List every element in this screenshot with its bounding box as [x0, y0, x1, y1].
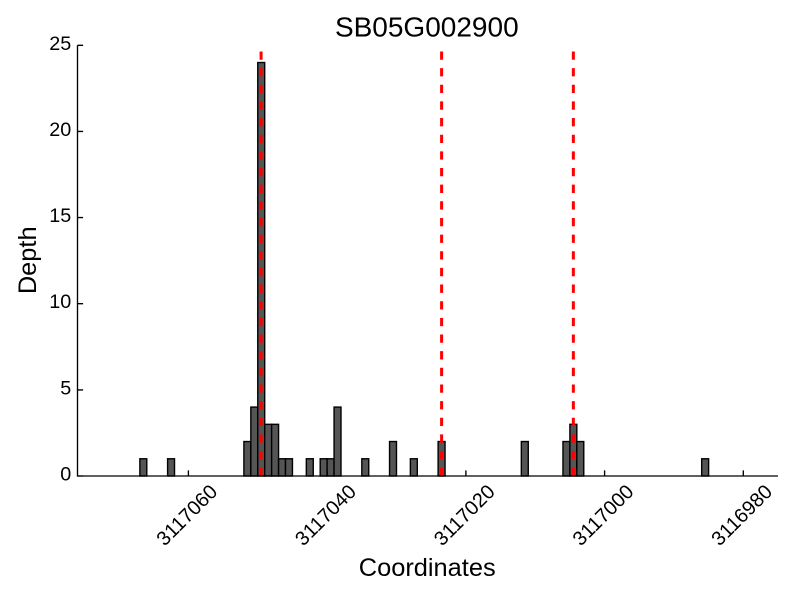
svg-text:Depth: Depth — [14, 226, 42, 294]
svg-text:0: 0 — [60, 464, 71, 486]
svg-text:5: 5 — [60, 378, 71, 400]
svg-text:Coordinates: Coordinates — [359, 554, 496, 582]
svg-text:15: 15 — [49, 205, 71, 227]
svg-text:10: 10 — [49, 291, 71, 313]
svg-text:25: 25 — [49, 33, 71, 55]
svg-text:20: 20 — [49, 119, 71, 141]
svg-text:SB05G002900: SB05G002900 — [335, 12, 519, 43]
